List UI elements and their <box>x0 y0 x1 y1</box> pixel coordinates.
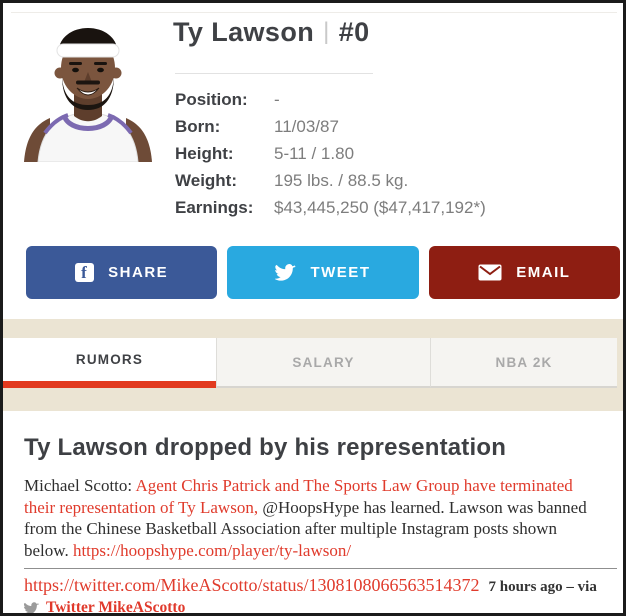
share-button-label: TWEET <box>310 264 371 281</box>
info-label: Born: <box>175 116 221 136</box>
source-twitter-account-link[interactable]: Twitter MikeAScotto <box>46 599 186 616</box>
info-label: Earnings: <box>175 197 254 217</box>
tab-salary[interactable]: SALARY <box>216 338 430 388</box>
email-share-button[interactable]: EMAIL <box>428 246 620 299</box>
info-label: Height: <box>175 143 234 163</box>
info-row-born: Born: 11/03/87 <box>175 113 486 140</box>
tab-label: NBA 2K <box>495 354 553 370</box>
inline-link[interactable]: https://hoopshype.com/player/ty-lawson/ <box>72 540 352 560</box>
player-headshot-image <box>24 28 152 163</box>
tab-label: RUMORS <box>75 352 144 367</box>
article-title: Ty Lawson dropped by his representation <box>24 434 507 461</box>
info-value: 5-11 / 1.80 <box>274 143 355 163</box>
article-paragraph: Michael Scotto: Agent Chris Patrick and … <box>24 475 596 561</box>
source-tweet-link[interactable]: https://twitter.com/MikeAScotto/status/1… <box>24 575 480 595</box>
rumors-content-section: Ty Lawson dropped by his representation … <box>3 411 617 613</box>
info-value: 195 lbs. / 88.5 kg. <box>274 170 409 190</box>
info-value: $43,445,250 ($47,417,192*) <box>274 197 486 217</box>
name-number-separator: | <box>323 18 330 45</box>
inline-text: @HoopsHype has learned. Lawson was banne… <box>24 497 587 560</box>
player-name-heading: Ty Lawson | #0 <box>173 17 370 48</box>
share-button-label: EMAIL <box>516 264 571 281</box>
player-name: Ty Lawson <box>173 17 315 47</box>
info-value: 11/03/87 <box>274 116 339 136</box>
twitter-tweet-button[interactable]: TWEET <box>227 246 419 299</box>
facebook-share-button[interactable]: f SHARE <box>26 246 218 299</box>
twitter-icon <box>275 264 297 281</box>
info-label: Position: <box>175 89 248 109</box>
info-value: - <box>274 89 280 109</box>
top-divider <box>11 12 617 13</box>
share-button-label: SHARE <box>108 264 169 281</box>
tabs-nav: RUMORS SALARY NBA 2K <box>3 338 617 388</box>
share-buttons-row: f SHARE TWEET EMAIL <box>26 246 620 299</box>
tab-rumors[interactable]: RUMORS <box>3 338 216 388</box>
inline-text: Michael Scotto: <box>24 476 136 495</box>
tab-label: SALARY <box>292 354 355 370</box>
player-photo <box>18 16 158 163</box>
info-row-height: Height: 5-11 / 1.80 <box>175 140 486 167</box>
player-jersey-number: #0 <box>338 17 370 47</box>
name-divider <box>175 73 373 74</box>
info-row-earnings: Earnings: $43,445,250 ($47,417,192*) <box>175 194 486 221</box>
twitter-icon <box>24 601 39 613</box>
info-row-position: Position: - <box>175 86 486 113</box>
info-row-weight: Weight: 195 lbs. / 88.5 kg. <box>175 167 486 194</box>
info-label: Weight: <box>175 170 238 190</box>
source-meta-text: 7 hours ago – via <box>488 579 597 595</box>
facebook-icon: f <box>75 263 95 282</box>
player-info-list: Position: - Born: 11/03/87 Height: 5-11 … <box>175 86 486 221</box>
inline-link[interactable]: Agent Chris Patrick and The Sports Law G… <box>24 476 573 517</box>
source-line: https://twitter.com/MikeAScotto/status/1… <box>24 575 597 596</box>
source-account-line: Twitter MikeAScotto <box>24 599 597 616</box>
tab-nba2k[interactable]: NBA 2K <box>430 338 617 388</box>
source-divider <box>24 568 617 569</box>
tab-band: RUMORS SALARY NBA 2K <box>3 319 623 411</box>
email-icon <box>478 264 502 281</box>
